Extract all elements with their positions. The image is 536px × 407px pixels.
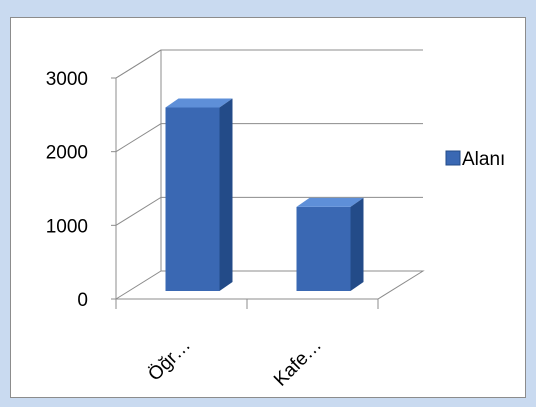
gridlines <box>115 49 425 300</box>
y-axis: 0 1000 2000 3000 <box>46 50 379 311</box>
back-wall-top-gridline <box>115 49 423 79</box>
bar-side-1 <box>219 98 233 291</box>
bar-2 <box>296 197 364 291</box>
bar-top-2 <box>296 197 364 207</box>
floor-outline <box>116 270 425 300</box>
gridline-2000 <box>115 123 423 153</box>
chart-panel <box>10 17 526 398</box>
gridline-1000 <box>115 196 423 226</box>
bar-front-1 <box>165 107 220 291</box>
gridline-3000 <box>115 49 423 79</box>
gridline-0 <box>115 270 423 300</box>
category-labels: Öğr… Kafe… <box>144 335 326 391</box>
y-tick-label-2000: 2000 <box>46 143 88 164</box>
y-tick-label-3000: 3000 <box>46 69 88 90</box>
y-tick-label-0: 0 <box>77 290 88 311</box>
legend: Alanı <box>445 149 505 170</box>
y-tick-label-1000: 1000 <box>46 216 88 237</box>
category-label-1: Öğr… <box>144 335 195 386</box>
legend-swatch <box>445 150 461 166</box>
bar-side-2 <box>350 197 364 291</box>
category-label-2: Kafe… <box>270 335 326 391</box>
bar-1 <box>165 98 233 291</box>
legend-label: Alanı <box>462 149 505 170</box>
bars <box>165 98 364 291</box>
bar-front-2 <box>296 206 351 291</box>
bar-top-1 <box>165 98 233 108</box>
